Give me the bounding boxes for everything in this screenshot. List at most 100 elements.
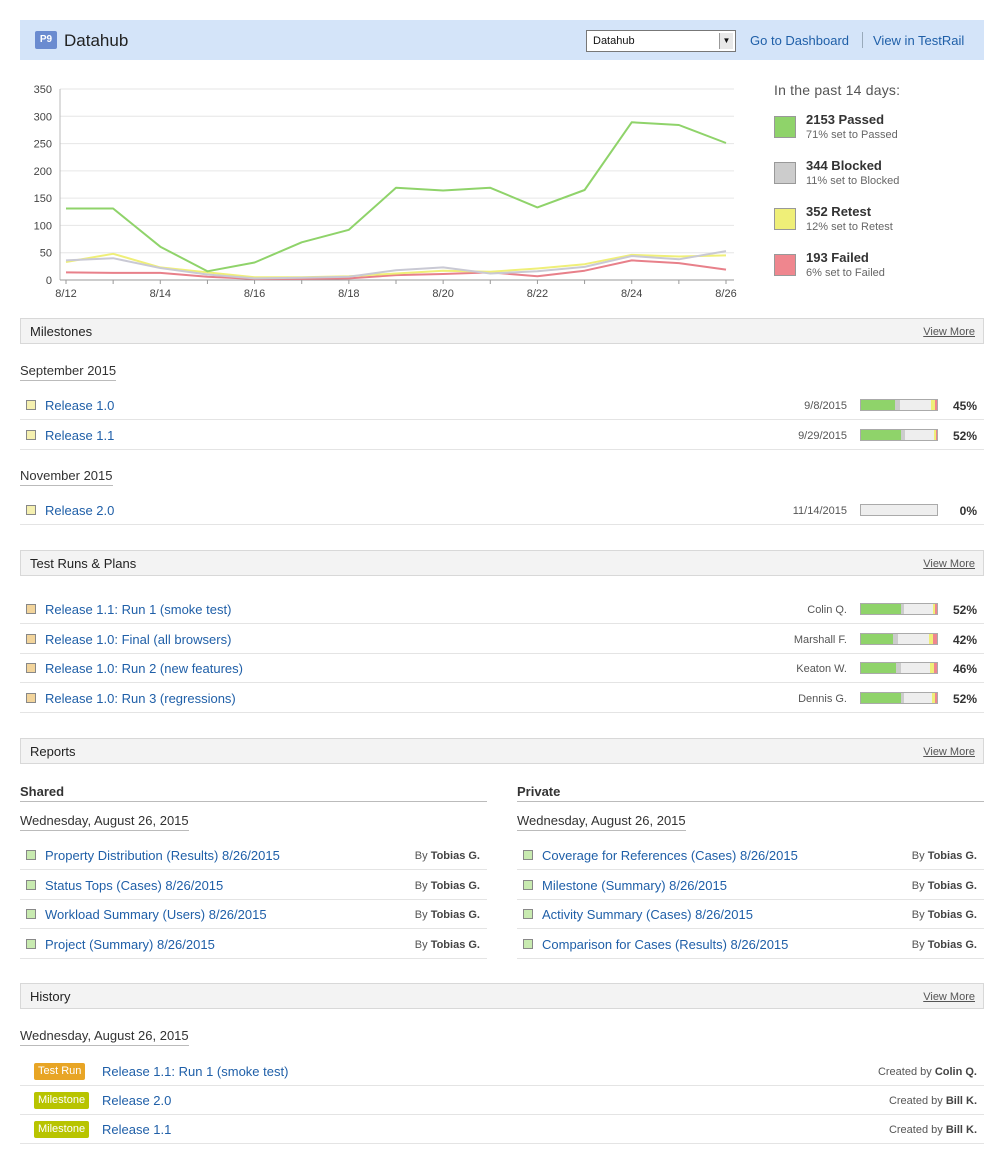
report-row[interactable]: Workload Summary (Users) 8/26/2015 By Tob… (20, 899, 487, 929)
report-author-name: Tobias G. (927, 850, 977, 862)
x-tick-label: 8/24 (621, 288, 642, 300)
milestone-date: 9/8/2015 (804, 400, 847, 412)
progress-retest (930, 400, 935, 410)
progress-bar (860, 504, 938, 516)
milestone-link[interactable]: Release 1.0 (45, 398, 115, 413)
milestone-percent: 52% (952, 429, 977, 443)
report-row[interactable]: Property Distribution (Results) 8/26/201… (20, 840, 487, 870)
history-link[interactable]: Release 1.1: Run 1 (smoke test) (102, 1064, 289, 1079)
history-view-more-link[interactable]: View More (923, 991, 975, 1003)
report-author-prefix: By (911, 850, 925, 862)
project-header: P9 Datahub Datahub ▼ Go to Dashboard Vie… (20, 20, 984, 60)
summary-stat: 352 Retest 12% set to Retest (774, 204, 984, 250)
report-link[interactable]: Milestone (Summary) 8/26/2015 (542, 877, 727, 893)
chevron-down-icon[interactable]: ▼ (719, 33, 733, 49)
progress-retest (933, 430, 937, 440)
milestones-view-more-link[interactable]: View More (923, 326, 975, 338)
report-link[interactable]: Project (Summary) 8/26/2015 (45, 936, 215, 952)
status-swatch (774, 162, 796, 184)
runs-title: Test Runs & Plans (30, 556, 137, 571)
progress-retest (930, 663, 934, 673)
y-tick-label: 250 (34, 139, 52, 151)
progress-failed (935, 604, 937, 614)
history-title: History (30, 989, 71, 1004)
history-creator-prefix: Created by (877, 1066, 932, 1078)
history-link[interactable]: Release 1.1 (102, 1122, 172, 1137)
report-link[interactable]: Coverage for References (Cases) 8/26/201… (542, 848, 798, 863)
summary-stat: 344 Blocked 11% set to Blocked (774, 158, 984, 204)
report-row[interactable]: Project (Summary) 8/26/2015 By Tobias G. (20, 929, 487, 959)
run-link[interactable]: Release 1.0: Run 2 (new features) (45, 661, 243, 676)
project-select[interactable]: Datahub ▼ (586, 30, 736, 52)
report-link[interactable]: Activity Summary (Cases) 8/26/2015 (542, 907, 753, 922)
milestone-row[interactable]: Release 1.1 9/29/2015 52% (20, 420, 984, 450)
history-row[interactable]: Milestone Release 2.0 Created by Bill K. (20, 1085, 984, 1115)
x-tick-label: 8/16 (244, 288, 265, 300)
run-user: Keaton W. (796, 663, 847, 675)
run-user: Marshall F. (793, 633, 847, 646)
progress-blocked (895, 663, 901, 673)
milestone-icon (26, 430, 36, 440)
runs-view-more-link[interactable]: View More (923, 558, 975, 570)
x-tick-label: 8/22 (527, 288, 548, 300)
milestone-icon (26, 400, 36, 410)
run-row[interactable]: Release 1.0: Run 2 (new features) Keaton … (20, 653, 984, 683)
run-link[interactable]: Release 1.0: Run 3 (regressions) (45, 690, 236, 706)
report-row[interactable]: Comparison for Cases (Results) 8/26/2015… (517, 929, 984, 959)
report-icon (26, 879, 36, 890)
test-run-icon (26, 663, 36, 673)
history-link[interactable]: Release 2.0 (102, 1093, 172, 1108)
report-link[interactable]: Workload Summary (Users) 8/26/2015 (45, 907, 267, 922)
report-icon (523, 909, 533, 919)
project-badge: P9 (35, 31, 57, 49)
summary-title: In the past 14 days: (774, 82, 901, 98)
history-row[interactable]: Milestone Release 1.1 Created by Bill K. (20, 1114, 984, 1144)
project-title: Datahub (64, 31, 129, 50)
progress-blocked (900, 692, 905, 703)
report-link[interactable]: Status Tops (Cases) 8/26/2015 (45, 877, 224, 893)
private-reports-date: Wednesday, August 26, 2015 (517, 813, 686, 831)
y-tick-label: 0 (46, 275, 52, 287)
history-type-badge: Milestone (34, 1092, 90, 1109)
milestone-row[interactable]: Release 2.0 11/14/2015 0% (20, 495, 984, 525)
milestone-row[interactable]: Release 1.0 9/8/2015 45% (20, 390, 984, 420)
report-row[interactable]: Status Tops (Cases) 8/26/2015 By Tobias G… (20, 870, 487, 900)
run-link[interactable]: Release 1.1: Run 1 (smoke test) (45, 602, 232, 617)
report-author-name: Tobias G. (927, 909, 977, 921)
history-date: Wednesday, August 26, 2015 (20, 1028, 189, 1046)
shared-reports-date: Wednesday, August 26, 2015 (20, 813, 189, 831)
report-link[interactable]: Property Distribution (Results) 8/26/201… (45, 848, 280, 863)
go-to-dashboard-link[interactable]: Go to Dashboard (750, 33, 850, 48)
run-row[interactable]: Release 1.0: Final (all browsers) Marshal… (20, 624, 984, 654)
stat-description: 12% set to Retest (806, 221, 893, 233)
progress-untested (904, 692, 933, 703)
history-type-badge: Test Run (34, 1063, 86, 1080)
report-row[interactable]: Activity Summary (Cases) 8/26/2015 By Tob… (517, 899, 984, 929)
milestone-link[interactable]: Release 2.0 (45, 503, 115, 518)
report-author-name: Tobias G. (927, 879, 977, 892)
run-row[interactable]: Release 1.0: Run 3 (regressions) Dennis G… (20, 683, 984, 713)
status-swatch (774, 208, 796, 230)
run-link[interactable]: Release 1.0: Final (all browsers) (45, 631, 232, 647)
report-row[interactable]: Milestone (Summary) 8/26/2015 By Tobias G… (517, 870, 984, 900)
x-tick-label: 8/18 (338, 288, 359, 300)
progress-passed (861, 400, 896, 410)
progress-blocked (900, 430, 906, 440)
reports-view-more-link[interactable]: View More (923, 746, 975, 758)
series-line-failed (65, 259, 727, 280)
history-row[interactable]: Test Run Release 1.1: Run 1 (smoke test) C… (20, 1056, 984, 1086)
stat-value: 352 Retest (806, 204, 872, 219)
report-icon (26, 909, 36, 919)
report-author-prefix: By (911, 938, 925, 951)
history-creator-prefix: Created by (888, 1124, 943, 1136)
milestone-link[interactable]: Release 1.1 (45, 428, 115, 443)
run-row[interactable]: Release 1.1: Run 1 (smoke test) Colin Q. 5… (20, 594, 984, 624)
report-author-prefix: By (414, 909, 428, 921)
y-tick-label: 50 (40, 248, 52, 260)
test-run-icon (26, 692, 36, 703)
view-in-testrail-link[interactable]: View in TestRail (873, 33, 965, 48)
progress-bar (860, 603, 938, 615)
report-row[interactable]: Coverage for References (Cases) 8/26/201… (517, 840, 984, 870)
report-link[interactable]: Comparison for Cases (Results) 8/26/2015 (542, 936, 789, 952)
x-tick-label: 8/20 (432, 288, 453, 300)
